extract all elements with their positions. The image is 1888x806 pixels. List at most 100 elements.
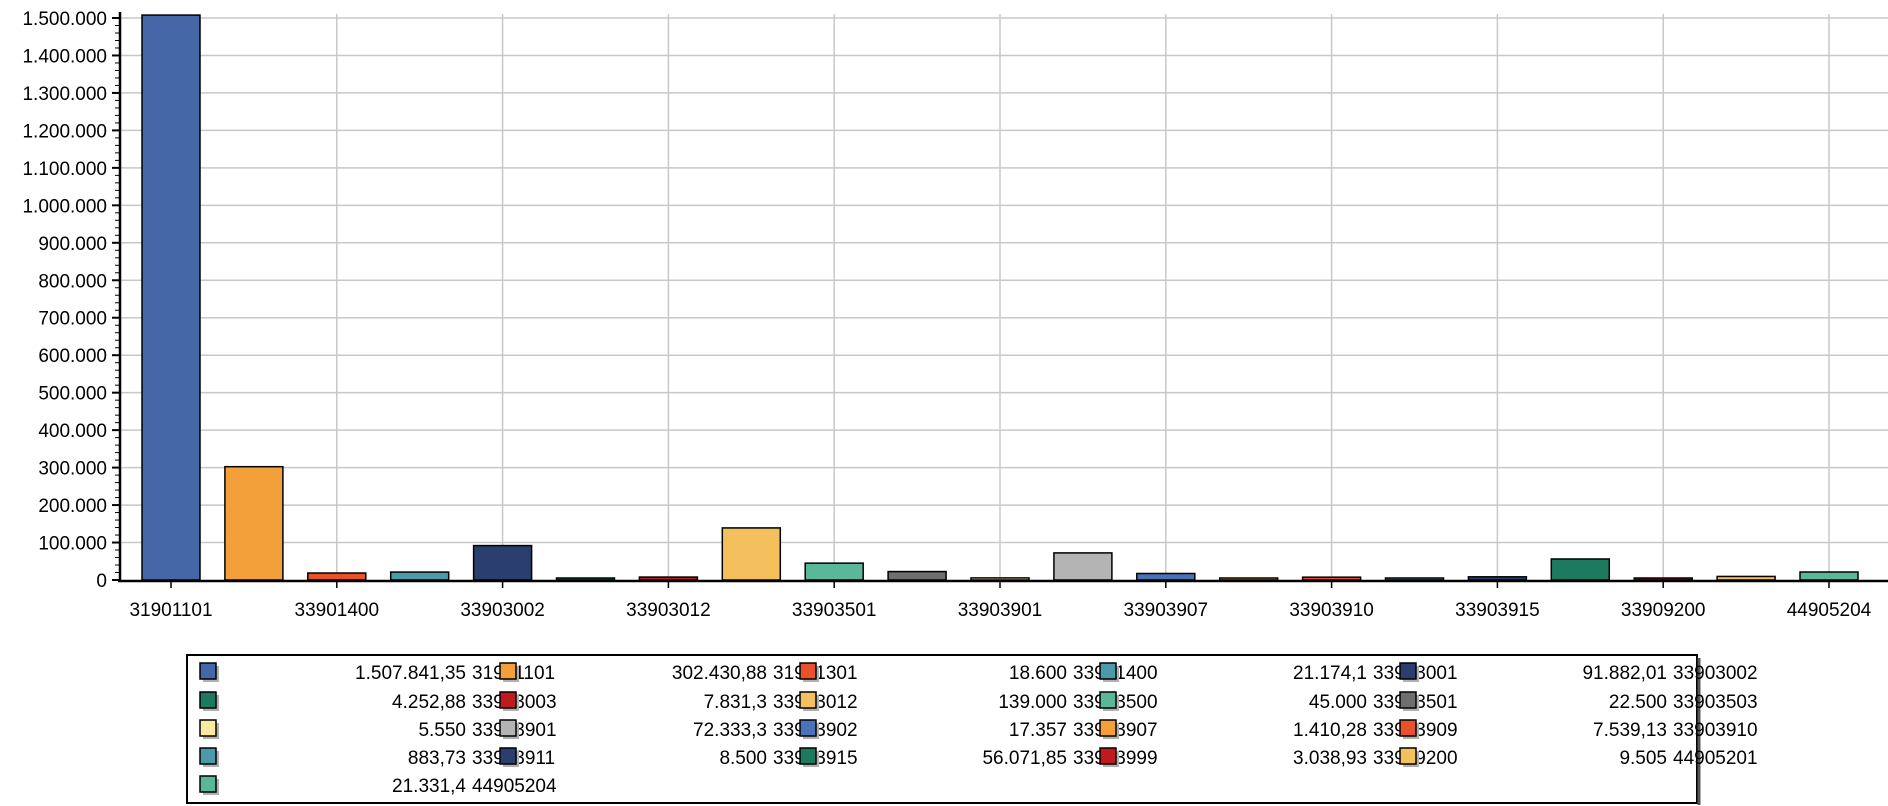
x-tick-label: 33903901	[958, 600, 1043, 621]
legend-swatch-33901400	[799, 662, 817, 680]
legend-category-label: 33903002	[1673, 663, 1758, 684]
legend-value-label: 21.331,4	[392, 776, 466, 797]
y-tick-label: 700.000	[38, 309, 107, 330]
y-tick-label: 500.000	[38, 384, 107, 405]
legend-value-label: 45.000	[1309, 692, 1367, 713]
legend-value-label: 5.550	[418, 720, 466, 741]
legend-swatch-33903503	[1399, 691, 1417, 709]
legend-value-label: 17.357	[1009, 720, 1067, 741]
legend-swatch-33903915	[499, 747, 517, 765]
bar-33903902	[1053, 552, 1113, 581]
legend-value-label: 18.600	[1009, 663, 1067, 684]
legend-swatch-33909200	[1099, 747, 1117, 765]
legend-swatch-33903001	[1099, 662, 1117, 680]
legend-value-label: 7.539,13	[1593, 720, 1667, 741]
bar-31901301	[224, 465, 284, 581]
x-tick-label: 33901400	[295, 600, 380, 621]
y-tick-label: 1.500.000	[22, 9, 107, 30]
y-tick-label: 600.000	[38, 346, 107, 367]
legend-swatch-33903911	[199, 747, 217, 765]
bars	[141, 14, 1859, 581]
legend-swatch-31901301	[499, 662, 517, 680]
y-tick-label: 300.000	[38, 459, 107, 480]
y-tick-label: 0	[96, 571, 107, 592]
legend-swatch-33903901	[199, 719, 217, 737]
legend-category-label: 44905204	[472, 776, 557, 797]
x-tick-label: 33903915	[1455, 600, 1540, 621]
bar-44905204	[1799, 571, 1859, 581]
legend-value-label: 91.882,01	[1582, 663, 1667, 684]
x-axis-tick-labels: 31901101 33901400 33903002 33903012 33903501…	[129, 600, 1871, 621]
legend-category-label: 33903910	[1673, 720, 1758, 741]
legend-value-label: 7.831,3	[704, 692, 767, 713]
legend-swatch-33903500	[799, 691, 817, 709]
x-tick-label: 33903012	[626, 600, 711, 621]
y-tick-label: 100.000	[38, 534, 107, 555]
x-tick-label: 33903501	[792, 600, 877, 621]
bar-33909200	[1633, 577, 1693, 581]
legend: 1.507.841,3531901101302.430,883190130118…	[186, 654, 1758, 805]
legend-swatch-31901101	[199, 662, 217, 680]
legend-value-label: 302.430,88	[672, 663, 767, 684]
bar-33903999	[1550, 558, 1611, 581]
legend-swatch-33903999	[799, 747, 817, 765]
bar-33903915	[1467, 576, 1528, 581]
bar-33903910	[1301, 576, 1362, 581]
legend-value-label: 9.505	[1619, 748, 1667, 769]
legend-swatch-33903002	[1399, 662, 1417, 680]
legend-value-label: 3.038,93	[1293, 748, 1367, 769]
bar-33903911	[1384, 577, 1445, 581]
legend-swatch-33903907	[799, 719, 817, 737]
legend-value-label: 56.071,85	[982, 748, 1067, 769]
x-tick-label: 33903002	[460, 600, 545, 621]
y-tick-label: 400.000	[38, 421, 107, 442]
bar-33903503	[887, 570, 947, 581]
legend-value-label: 883,73	[408, 748, 466, 769]
bar-33901400	[307, 572, 367, 581]
y-tick-label: 1.300.000	[22, 84, 107, 105]
legend-category-label: 33903503	[1673, 692, 1758, 713]
y-tick-label: 1.100.000	[22, 159, 107, 180]
y-axis-tick-labels: 0 100.000 200.000 300.000 400.000 500.000 600.…	[22, 9, 107, 592]
grid	[119, 14, 1888, 580]
y-tick-label: 1.400.000	[22, 46, 107, 67]
legend-category-label: 44905201	[1673, 748, 1758, 769]
bar-31901101	[141, 14, 201, 581]
y-tick-label: 1.200.000	[22, 121, 107, 142]
legend-value-label: 4.252,88	[392, 692, 466, 713]
bar-33903001	[389, 571, 450, 581]
bar-33903012	[638, 576, 699, 581]
bar-33903002	[472, 544, 533, 581]
x-tick-label: 44905204	[1787, 600, 1872, 621]
legend-swatch-33903012	[499, 691, 517, 709]
legend-swatch-33903909	[1099, 719, 1117, 737]
legend-value-label: 1.410,28	[1293, 720, 1367, 741]
legend-box	[186, 654, 1698, 804]
x-tick-label: 33903910	[1289, 600, 1374, 621]
legend-swatch-33903003	[199, 691, 217, 709]
x-tick-label: 33903907	[1124, 600, 1209, 621]
x-tick-label: 33909200	[1621, 600, 1706, 621]
bar-33903907	[1136, 572, 1196, 581]
legend-swatch-33903910	[1399, 719, 1417, 737]
legend-value-label: 21.174,1	[1293, 663, 1367, 684]
legend-swatch-33903501	[1099, 691, 1117, 709]
bar-33903901	[970, 577, 1030, 581]
legend-swatch-44905204	[199, 775, 217, 793]
legend-swatch-33903902	[499, 719, 517, 737]
axes	[112, 12, 1888, 588]
y-tick-label: 200.000	[38, 496, 107, 517]
legend-value-label: 8.500	[719, 748, 767, 769]
y-tick-label: 1.000.000	[22, 196, 107, 217]
legend-swatch-44905201	[1399, 747, 1417, 765]
y-tick-label: 900.000	[38, 234, 107, 255]
bar-33903909	[1218, 577, 1279, 581]
legend-value-label: 72.333,3	[693, 720, 767, 741]
bar-33903500	[721, 527, 782, 581]
legend-value-label: 22.500	[1609, 692, 1667, 713]
y-tick-label: 800.000	[38, 271, 107, 292]
legend-value-label: 139.000	[998, 692, 1067, 713]
bar-44905201	[1716, 575, 1776, 581]
x-tick-label: 31901101	[129, 600, 212, 621]
